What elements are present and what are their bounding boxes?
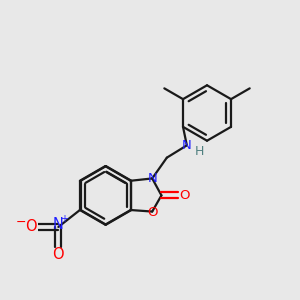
Text: N: N <box>182 139 192 152</box>
Text: N: N <box>147 172 157 185</box>
Text: N: N <box>53 217 64 232</box>
Text: −: − <box>16 216 27 229</box>
Text: O: O <box>179 189 190 202</box>
Text: O: O <box>52 247 64 262</box>
Text: O: O <box>147 206 158 219</box>
Text: O: O <box>25 220 36 235</box>
Text: +: + <box>61 214 68 224</box>
Text: H: H <box>194 145 204 158</box>
